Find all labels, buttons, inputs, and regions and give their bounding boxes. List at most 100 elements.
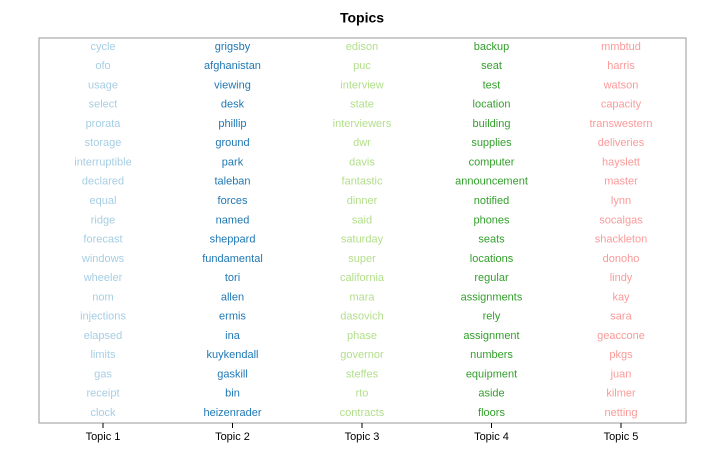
topic-word: shackleton xyxy=(595,234,648,246)
topic-word: windows xyxy=(81,253,125,265)
x-tick-label: Topic 4 xyxy=(474,431,509,443)
topic-word: transwestern xyxy=(590,118,653,130)
topic-word: davis xyxy=(349,156,375,168)
chart-title: Topics xyxy=(340,10,384,26)
topic-word: afghanistan xyxy=(204,60,261,72)
topic-word: interview xyxy=(340,79,383,91)
topic-word: sara xyxy=(610,311,632,323)
topic-word: super xyxy=(348,253,376,265)
topic-word: juan xyxy=(610,368,632,380)
topic-word: ground xyxy=(215,137,249,149)
topic-word: cycle xyxy=(90,41,115,53)
topic-word: viewing xyxy=(214,79,251,91)
topic-word: wheeler xyxy=(83,272,123,284)
topic-word: seat xyxy=(481,60,502,72)
topic-word: clock xyxy=(90,407,116,419)
topic-word: hayslett xyxy=(602,156,640,168)
topic-word: ofo xyxy=(95,60,110,72)
x-tick-label: Topic 2 xyxy=(215,431,250,443)
topic-word: limits xyxy=(90,349,116,361)
topic-word: phase xyxy=(347,330,377,342)
topic-word: rely xyxy=(483,311,501,323)
topic-word: declared xyxy=(82,176,124,188)
topic-word: state xyxy=(350,99,374,111)
topic-word: gaskill xyxy=(217,368,248,380)
topic-word: allen xyxy=(221,291,244,303)
topic-word: elapsed xyxy=(84,330,123,342)
topic-word: fantastic xyxy=(342,176,383,188)
topic-word: usage xyxy=(88,79,118,91)
topic-word: floors xyxy=(478,407,505,419)
topic-word: fundamental xyxy=(202,253,263,265)
topic-word: geaccone xyxy=(597,330,645,342)
topic-word: bin xyxy=(225,388,240,400)
topic-word: kuykendall xyxy=(207,349,259,361)
topic-word: lindy xyxy=(610,272,633,284)
topic-word: saturday xyxy=(341,234,384,246)
topic-word: kay xyxy=(612,291,630,303)
x-tick-label: Topic 3 xyxy=(345,431,380,443)
topic-word: computer xyxy=(469,156,515,168)
topic-word: assignment xyxy=(463,330,519,342)
topic-word: edison xyxy=(346,41,378,53)
topic-word: lynn xyxy=(611,195,631,207)
topic-word: supplies xyxy=(471,137,512,149)
topic-word: injections xyxy=(80,311,126,323)
topic-word: puc xyxy=(353,60,371,72)
topic-word: seats xyxy=(478,234,505,246)
topic-word: donoho xyxy=(603,253,640,265)
topic-word: named xyxy=(216,214,250,226)
topic-word: locations xyxy=(470,253,514,265)
topic-word: grigsby xyxy=(215,41,251,53)
topic-word: forecast xyxy=(83,234,122,246)
topic-word: harris xyxy=(607,60,635,72)
topic-word: pkgs xyxy=(609,349,633,361)
topic-word: announcement xyxy=(455,176,528,188)
topic-word: gas xyxy=(94,368,112,380)
topic-word: backup xyxy=(474,41,509,53)
topic-word: test xyxy=(483,79,501,91)
x-tick-label: Topic 5 xyxy=(604,431,639,443)
topic-word: taleban xyxy=(214,176,250,188)
topic-word: storage xyxy=(85,137,122,149)
topic-word: forces xyxy=(218,195,248,207)
topic-word: equipment xyxy=(466,368,517,380)
topic-word: capacity xyxy=(601,99,642,111)
topic-word: numbers xyxy=(470,349,513,361)
topic-word: park xyxy=(222,156,244,168)
topic-word: interviewers xyxy=(333,118,392,130)
topic-word: desk xyxy=(221,99,245,111)
topic-word: rto xyxy=(356,388,369,400)
topic-word: steffes xyxy=(346,368,379,380)
topic-word: heizenrader xyxy=(203,407,261,419)
topic-word: equal xyxy=(90,195,117,207)
topic-word: kilmer xyxy=(606,388,636,400)
topic-word: master xyxy=(604,176,638,188)
topic-word: notified xyxy=(474,195,509,207)
topic-word: california xyxy=(340,272,385,284)
x-tick-label: Topic 1 xyxy=(86,431,121,443)
topic-word: dwr xyxy=(353,137,371,149)
topic-word: building xyxy=(473,118,511,130)
topic-word: mara xyxy=(349,291,375,303)
topic-word: dasovich xyxy=(340,311,383,323)
topic-word: ridge xyxy=(91,214,115,226)
topic-word: deliveries xyxy=(598,137,645,149)
topic-word: dinner xyxy=(347,195,378,207)
topic-word: phillip xyxy=(218,118,246,130)
topic-word: watson xyxy=(603,79,639,91)
topic-word: aside xyxy=(478,388,504,400)
topic-word: assignments xyxy=(461,291,523,303)
topic-word: select xyxy=(89,99,118,111)
topic-word: ina xyxy=(225,330,241,342)
topic-word: said xyxy=(352,214,372,226)
topic-word: netting xyxy=(604,407,637,419)
topic-word: regular xyxy=(474,272,509,284)
topic-word: interruptible xyxy=(74,156,131,168)
topic-word: socalgas xyxy=(599,214,643,226)
topic-word: nom xyxy=(92,291,113,303)
topic-word: contracts xyxy=(340,407,385,419)
topic-word: governor xyxy=(340,349,384,361)
topic-word: ermis xyxy=(219,311,246,323)
